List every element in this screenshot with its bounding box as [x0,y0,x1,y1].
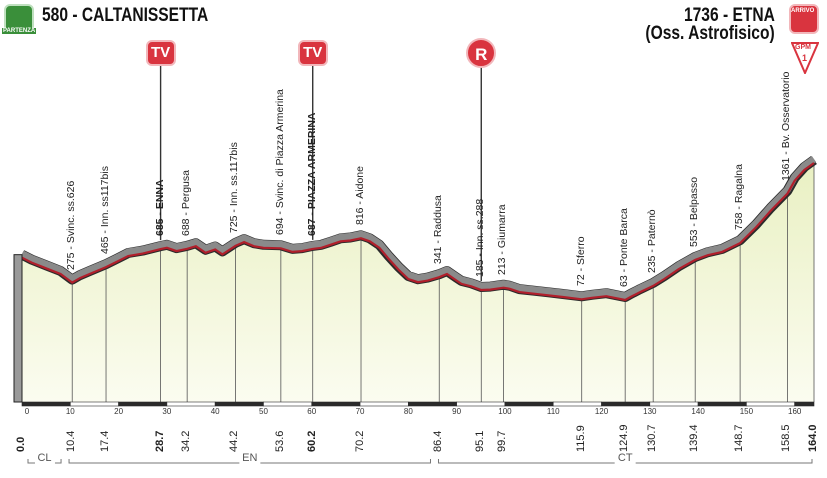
waypoint-label: 185 - Inn. ss.288 [474,198,487,277]
km-tick-label: 20 [114,407,124,416]
km-scale-segment [263,401,313,407]
waypoint-label: 72 - Sferro [574,236,587,287]
km-distance-label: 115.9 [574,425,587,452]
waypoint-label: 553 - Belpasso [688,176,701,247]
km-scale-segment [504,401,554,407]
waypoint-label: 63 - Ponte Barca [618,208,631,287]
finish-badge-label: ARRIVO [791,8,815,14]
km-tick-label: 40 [210,407,220,416]
km-scale-segment [311,401,361,407]
gpm-icon [790,42,820,76]
km-scale-segment [408,401,457,407]
region-label: CT [614,452,636,464]
km-distance-label: 158.5 [780,424,793,452]
finish-subtitle: (Oss. Astrofisico) [645,23,775,44]
waypoint-label: 341 - Raddusa [432,195,445,265]
km-distance-label: 86.4 [432,430,445,452]
tv-marker-icon: TV [145,40,176,66]
region-label: EN [239,452,261,464]
km-tick-label: 150 [739,407,754,416]
start-badge-label: PARTENZA [2,28,37,34]
km-tick-label: 60 [307,407,317,416]
waypoint-label: 687 - PIAZZA ARMERINA [305,112,318,236]
waypoint-label: 275 - Svinc. ss.626 [65,180,78,270]
waypoint-label: 816 - Aidone [354,166,366,226]
km-distance-label: 60.2 [305,430,318,452]
km-distance-label: 164.0 [807,424,819,452]
road-band [20,156,817,300]
km-distance-label: 53.6 [273,430,286,452]
road-line [21,162,815,302]
finish-title: 1736 - ETNA [684,5,775,26]
waypoint-label: 685 - ENNA [153,179,166,237]
km-scale-segment [794,401,815,407]
km-distance-label: 70.2 [354,430,366,452]
km-tick-label: 90 [452,407,462,416]
waypoint-label: 725 - Inn. ss.117bis [228,141,241,233]
km-distance-label: 34.2 [180,430,193,452]
km-tick-label: 50 [259,407,268,416]
waypoint-label: 688 - Pergusa [180,169,193,236]
km-tick-label: 120 [594,407,609,416]
km-tick-label: 110 [546,407,560,416]
km-scale-segment [214,401,264,407]
km-distance-label: 139.4 [688,424,701,452]
gpm-category: 1 [802,53,808,63]
waypoint-label: 694 - Svinc. di Piazza Armerina [273,89,286,236]
km-tick-label: 0 [24,407,30,416]
km-distance-label: 28.7 [153,430,166,452]
km-tick-label: 80 [403,407,413,416]
km-tick-label: 140 [691,407,705,416]
region-label: CL [34,452,55,464]
km-scale-segment [697,401,747,407]
waypoint-label: 1361 - Bv. Osservatorio [780,71,793,181]
km-scale-segment [552,401,602,407]
waypoint-label: 235 - Paternò [646,209,659,273]
start-title: 580 - CALTANISSETTA [42,5,209,26]
gpm-label: GPM [795,44,811,51]
waypoint-label: 213 - Giumarra [496,204,509,275]
km-scale-segment [359,401,409,407]
km-scale-segment [601,401,651,407]
km-scale-segment [649,401,699,407]
km-scale-segment [69,401,119,407]
refreshment-marker-icon: R [466,38,497,68]
km-distance-label: 124.9 [618,424,631,452]
km-scale-segment [456,401,506,407]
km-scale-segment [118,401,168,407]
waypoint-label: 465 - Inn. ss117bis [99,166,112,255]
km-tick-label: 70 [355,407,365,416]
finish-arrivo-icon [789,4,819,34]
km-distance-label: 17.4 [99,430,112,452]
km-tick-label: 160 [787,407,802,416]
km-tick-label: 10 [65,407,75,416]
start-elevation-bar [13,254,23,403]
km-scale-segment [21,401,71,407]
km-scale-segment [166,401,216,407]
tv-marker-icon: TV [297,40,328,66]
km-distance-label: 148.7 [733,424,746,452]
km-tick-label: 100 [498,407,512,416]
km-tick-label: 130 [643,407,657,416]
km-distance-label: 0.0 [15,436,27,452]
km-distance-label: 44.2 [228,430,241,452]
km-distance-label: 130.7 [646,424,659,452]
km-distance-label: 99.7 [496,430,509,452]
km-distance-label: 10.4 [65,430,78,452]
km-distance-label: 95.1 [474,430,487,452]
waypoint-label: 758 - Ragalna [733,164,746,231]
km-scale-segment [746,401,795,407]
km-tick-label: 30 [162,407,172,416]
